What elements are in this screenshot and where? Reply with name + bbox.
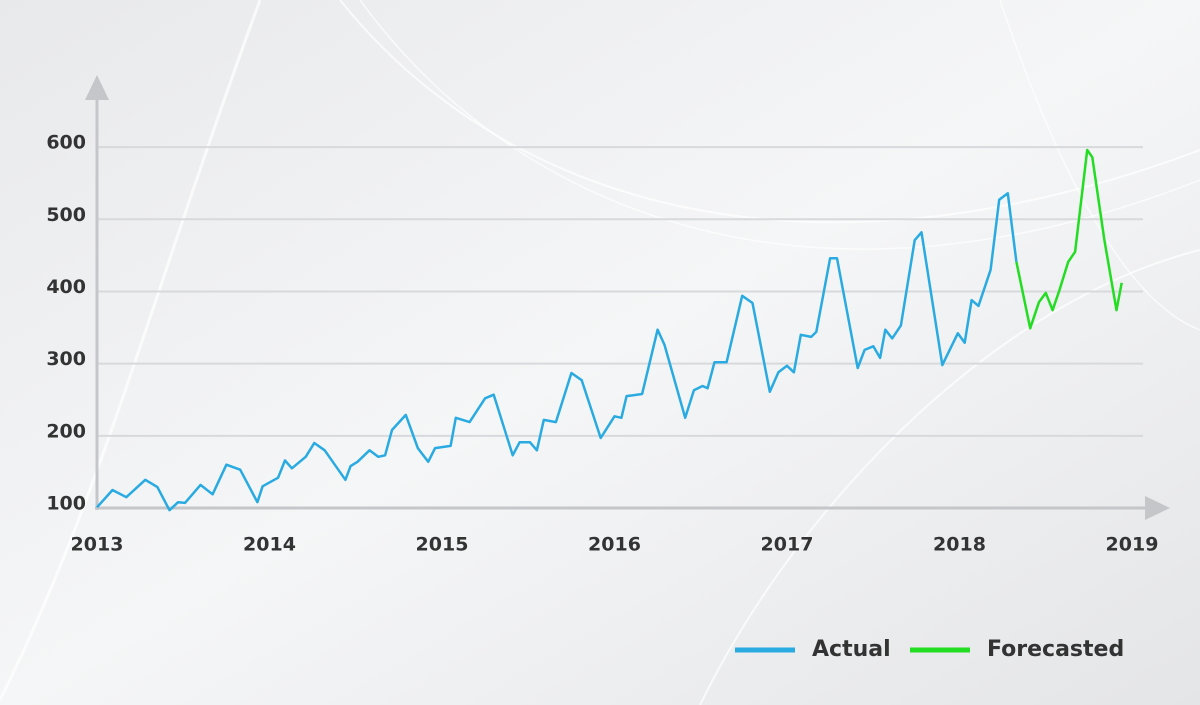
y-tick-label: 500	[46, 204, 86, 226]
x-tick-label: 2015	[416, 534, 469, 556]
axes	[85, 75, 1170, 520]
x-tick-label: 2016	[588, 534, 641, 556]
legend-label: Forecasted	[987, 637, 1124, 662]
x-tick-label: 2018	[933, 534, 986, 556]
y-tick-label: 400	[46, 276, 86, 298]
y-axis-arrow	[85, 75, 109, 100]
series-line	[1015, 148, 1123, 330]
x-tick-label: 2013	[71, 534, 124, 556]
y-tick-label: 200	[46, 420, 86, 442]
x-tick-label: 2014	[243, 534, 296, 556]
y-tick-label: 100	[46, 493, 86, 515]
grid	[97, 146, 1143, 437]
y-tick-label: 300	[46, 348, 86, 370]
plot	[96, 148, 1123, 512]
y-tick-label: 600	[46, 132, 86, 154]
x-tick-label: 2017	[761, 534, 814, 556]
x-tick-label: 2019	[1106, 534, 1159, 556]
legend-label: Actual	[812, 637, 891, 662]
x-axis-arrow	[1145, 496, 1170, 520]
series-line	[96, 192, 1018, 512]
